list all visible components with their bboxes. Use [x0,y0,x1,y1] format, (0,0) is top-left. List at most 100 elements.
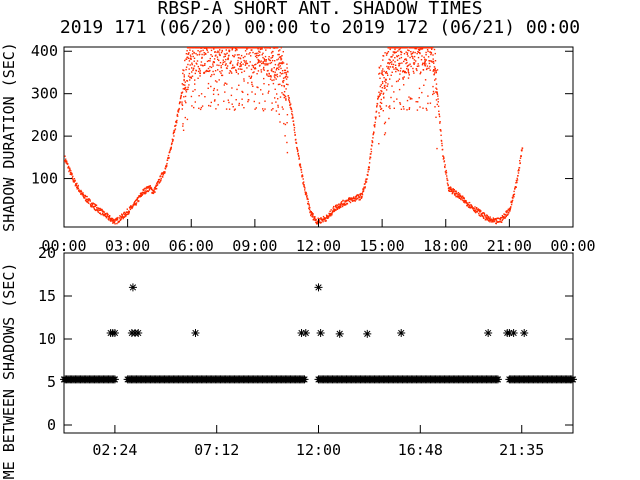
top-data-point [141,193,143,195]
top-data-point [143,188,145,190]
top-data-point [218,59,220,62]
top-data-point [400,53,402,56]
top-data-point [164,172,166,174]
top-data-point [434,60,437,62]
top-data-point [383,133,386,136]
top-data-point [436,88,438,90]
top-data-point [237,62,239,64]
top-data-point [243,70,246,72]
top-data-point [158,178,161,181]
top-data-point [297,149,299,151]
top-data-point [145,188,147,190]
top-data-point [82,194,85,196]
top-data-point [269,59,271,62]
top-data-point [181,91,184,93]
top-data-point [144,187,146,190]
top-data-point [278,66,280,68]
top-data-point [339,206,341,208]
top-data-point [267,62,269,65]
top-data-point [104,214,106,217]
top-data-point [375,118,377,120]
top-data-point [225,53,227,56]
top-data-point [406,68,408,70]
top-data-point [128,211,130,213]
top-data-point [153,188,155,190]
top-data-point [284,76,286,79]
top-data-point [501,215,504,217]
top-data-point [126,208,128,210]
top-data-point [505,214,507,216]
top-data-point [195,52,197,55]
top-data-point [279,49,281,51]
top-data-point [324,217,326,219]
top-data-point [322,215,325,218]
top-data-point [288,100,291,102]
top-data-point [436,92,438,94]
bottom-data-point [335,329,344,338]
top-data-point [466,202,468,205]
top-data-point [415,60,417,62]
top-data-point [148,186,150,189]
top-data-point [303,184,305,186]
baseline-point [569,375,577,384]
top-data-point [387,62,389,64]
top-data-point [368,162,371,164]
top-data-point [447,184,449,186]
top-data-point [501,219,503,221]
top-data-point [267,64,269,66]
top-data-point [474,206,476,208]
top-data-point [271,102,273,104]
top-data-point [402,71,404,73]
top-data-point [428,67,430,69]
top-data-point [179,97,182,100]
top-data-point [425,51,427,54]
top-data-point [419,106,421,108]
top-data-point [426,49,429,51]
top-data-point [178,107,180,110]
top-data-point [397,54,400,57]
top-data-point [286,122,288,124]
top-data-point [202,64,204,67]
top-data-point [254,47,256,49]
top-data-point [162,173,164,175]
top-data-point [206,60,209,63]
top-data-point [367,169,369,171]
top-data-point [185,66,188,68]
top-data-point [156,182,158,184]
top-x-tick-label: 03:00 [105,237,150,255]
top-data-point [445,171,448,174]
top-data-point [133,204,135,206]
top-data-point [422,69,425,71]
top-data-point [289,106,292,109]
top-data-point [403,70,405,72]
top-data-point [215,108,217,110]
top-data-point [373,132,375,134]
top-data-point [197,65,199,68]
top-data-point [338,206,340,208]
top-data-point [234,50,237,52]
top-data-point [184,84,186,86]
top-data-point [203,54,205,56]
top-data-point [179,101,181,103]
top-data-point [388,66,390,68]
top-data-point [326,216,328,218]
top-data-point [268,56,270,58]
top-data-point [447,179,449,182]
top-data-point [421,55,423,57]
top-data-point [200,93,203,95]
top-data-point [242,56,245,59]
top-data-point [394,61,396,63]
top-data-point [507,208,509,211]
top-data-point [255,107,257,109]
top-data-point [228,54,230,57]
top-y-axis-label: SHADOW DURATION (SEC) [0,42,18,232]
top-data-point [354,200,356,202]
top-data-point [236,63,238,65]
top-data-point [340,206,342,208]
top-data-point [367,171,369,173]
top-data-point [211,74,213,76]
top-data-point [172,132,175,135]
top-data-point [333,205,335,208]
top-data-point [334,205,337,208]
top-data-point [235,48,237,50]
